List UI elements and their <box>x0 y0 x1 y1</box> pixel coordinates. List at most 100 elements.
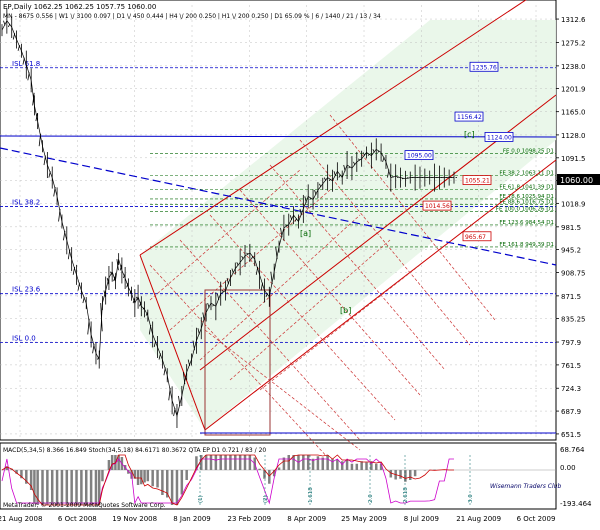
fan-line <box>329 114 496 321</box>
channel-lower-line <box>204 159 557 431</box>
fan-line <box>209 214 396 421</box>
y-tick-label: 1275.2 <box>561 40 586 48</box>
x-tick-label: 21 Aug 2009 <box>456 515 501 523</box>
cycle-label: (1) <box>198 495 204 503</box>
y-tick-label: 1201.9 <box>561 86 586 94</box>
watermark-text: Wisemann Traders Club <box>490 483 561 490</box>
symbol-header: EP,Daily 1062.25 1062.25 1057.75 1060.00 <box>3 3 156 11</box>
wave-label-c: [c] <box>464 130 475 139</box>
price-series <box>1 7 457 429</box>
y-tick-label: 1018.9 <box>561 200 586 208</box>
y-tick-label: 1312.6 <box>561 16 586 24</box>
channel-side-line <box>139 254 206 431</box>
y-tick-label: 797.9 <box>561 339 581 347</box>
fan-line <box>199 214 361 361</box>
x-axis: 21 Aug 2008 6 Oct 2008 19 Nov 2008 8 Jan 20… <box>0 515 555 523</box>
fib-level-label: FE 161.8 949.39 D1 <box>499 242 554 248</box>
macd-signal-line <box>1 454 454 506</box>
sub-scale-top: 68.764 <box>560 446 585 454</box>
y-tick-label: 651.5 <box>561 431 581 439</box>
x-tick-label: 19 Nov 2008 <box>112 515 157 523</box>
y-tick-label: 687.9 <box>561 408 581 416</box>
price-tag-box <box>462 175 492 185</box>
price-line <box>1 20 454 418</box>
grid <box>0 5 556 438</box>
subwindow-label: MACD(5,34,5) 8.366 16.849 Stoch(34,5,18)… <box>3 447 266 454</box>
x-tick-label: 21 Aug 2008 <box>0 515 42 523</box>
wave-label-b: [b] <box>340 306 351 315</box>
x-tick-label: 8 Jan 2009 <box>173 515 211 523</box>
cycle-label: 2.618 <box>403 487 409 503</box>
cycle-label: 1.618 <box>308 487 314 503</box>
fib-level-label: FE 88.6 1016.75 D1 <box>499 200 554 206</box>
price-tag-box <box>469 61 499 72</box>
fan-line <box>229 239 391 381</box>
time-box <box>204 289 271 436</box>
fib-level-label: FE 61.8 1041.39 D1 <box>499 184 554 190</box>
isl-level-label: ISL 0.0 <box>12 335 36 343</box>
fib-level-label: FE 100.0 1006.26 D1 <box>496 206 554 212</box>
fan-line <box>149 264 331 461</box>
fan-line <box>149 169 301 301</box>
y-tick-label: 945.2 <box>561 247 581 255</box>
fan-lines <box>149 114 496 461</box>
x-tick-label: 23 Feb 2009 <box>228 515 272 523</box>
y-tick-label: 871.5 <box>561 293 581 301</box>
price-tag-label: 1235.76 <box>472 64 497 71</box>
fib-level-label: FE 123.6 984.54 D1 <box>499 220 554 226</box>
price-tag-label: 1014.56 <box>425 203 450 210</box>
last-price-label: 1060.00 <box>560 176 593 185</box>
cycle-label: 2.0 <box>368 494 374 503</box>
price-tag-box <box>454 111 484 122</box>
sub-plot-area <box>0 442 557 510</box>
price-tag-box <box>462 231 492 242</box>
cycle-label: 3.0 <box>468 494 474 503</box>
price-tag-label: 1124.00 <box>487 134 512 141</box>
sub-scale-mid: 0.00 <box>560 464 576 472</box>
blue-resistance-line <box>0 135 557 138</box>
fib-level-label: FE 38.2 1063.11 D1 <box>499 171 554 177</box>
price-tag-label: 1055.21 <box>465 178 490 185</box>
blue-trend-lines <box>0 135 557 434</box>
x-tick-label: 8 Jul 2009 <box>404 515 439 523</box>
last-price-box <box>557 174 600 185</box>
isl-level-label: ISL 23.6 <box>12 286 41 294</box>
copyright-text: MetaTrader, © 2001-2009 MetaQuotes Softw… <box>3 502 166 509</box>
price-tag-label: 1156.42 <box>457 114 482 121</box>
fan-line <box>204 329 361 451</box>
sub-scale-bottom: -193.464 <box>560 500 592 508</box>
y-tick-label: 1128.0 <box>561 132 586 140</box>
y-tick-label: 724.3 <box>561 385 581 393</box>
fib-level-label: FE 78.6 1025.94 D1 <box>499 194 554 200</box>
y-tick-label: 1238.0 <box>561 63 586 71</box>
indicator-header: MN - 8675 0.556 | W1 \/ 3100 0.097 | D1 … <box>3 13 381 20</box>
isl-level-label: ISL 38.2 <box>12 198 40 206</box>
blue-dashed-trendline <box>0 147 557 266</box>
y-axis: 651.5 687.9 724.3 761.5 797.9 835.25 871.5 908.… <box>556 16 586 439</box>
x-tick-label: 25 May 2009 <box>341 515 387 523</box>
y-tick-label: 1165.0 <box>561 109 586 117</box>
stoch-line <box>1 458 454 505</box>
price-tag-box <box>404 150 434 161</box>
channel-upper-line <box>139 0 527 256</box>
y-tick-label: 835.25 <box>561 316 586 324</box>
fan-line <box>259 264 421 391</box>
fib-level-label: FE 0.0 1098.25 D1 <box>503 149 554 155</box>
price-tags: 1235.76 1156.42 1124.00 1095.00 1055.21 1014.… <box>404 61 514 242</box>
x-tick-label: 8 Apr 2009 <box>287 515 326 523</box>
price-tag-label: 965.67 <box>465 234 486 241</box>
fan-line <box>299 139 471 346</box>
x-tick-label: 6 Oct 2008 <box>58 515 97 523</box>
macd-subwindow: (1) (2) 1.618 2.0 2.618 3.0 <box>0 454 556 507</box>
y-tick-label: 1091.5 <box>561 155 586 163</box>
fib-expansion-levels: FE 0.0 1098.25 D1 FE 38.2 1063.11 D1 FE 61… <box>150 149 556 248</box>
price-tag-box <box>484 132 514 142</box>
price-tag-box <box>422 200 452 211</box>
y-tick-label: 981.5 <box>561 224 581 232</box>
x-tick-label: 6 Oct 2009 <box>517 515 556 523</box>
wave-label-a: [a] <box>300 229 311 238</box>
y-tick-label: 761.5 <box>561 362 581 370</box>
y-tick-label: 908.75 <box>561 269 586 277</box>
cycle-label: (2) <box>263 495 269 503</box>
